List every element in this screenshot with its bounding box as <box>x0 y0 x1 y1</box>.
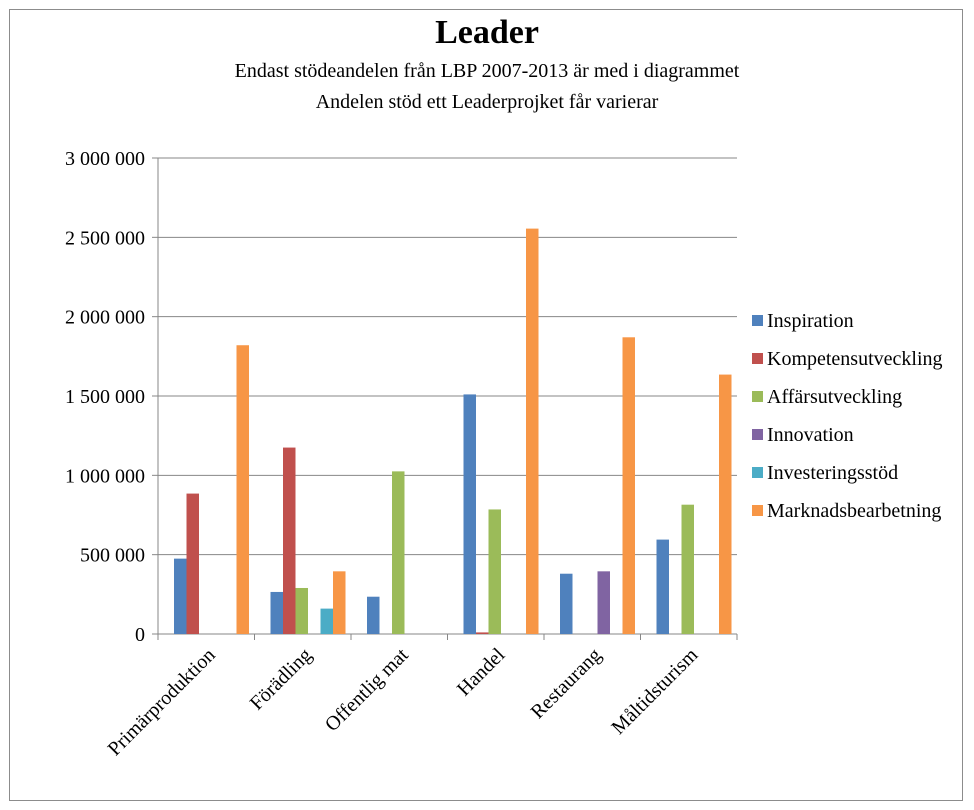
legend-swatch <box>752 391 763 402</box>
x-tick-label: Offentlig mat <box>321 644 413 736</box>
legend-label: Innovation <box>767 424 854 446</box>
bar-marknadsbearbetning <box>622 337 635 634</box>
bar-inspiration <box>463 394 476 634</box>
legend-label: Kompetensutveckling <box>767 348 943 370</box>
x-tick-label: Restaurang <box>527 644 606 723</box>
legend-swatch <box>752 429 763 440</box>
bar-marknadsbearbetning <box>719 374 732 634</box>
bar-affärsutveckling <box>295 587 308 634</box>
legend-swatch <box>752 315 763 326</box>
y-tick-label: 2 000 000 <box>65 307 145 329</box>
y-tick-label: 1 000 000 <box>65 465 145 487</box>
y-tick-label: 1 500 000 <box>65 386 145 408</box>
legend-label: Affärsutveckling <box>767 386 902 408</box>
bar-innovation <box>597 571 610 634</box>
legend-swatch <box>752 505 763 516</box>
bar-inspiration <box>367 596 380 634</box>
legend-swatch <box>752 467 763 478</box>
bar-affärsutveckling <box>488 509 501 634</box>
y-tick-label: 500 000 <box>80 545 145 567</box>
bar-affärsutveckling <box>392 471 405 634</box>
legend-label: Inspiration <box>767 310 854 332</box>
bar-kompetensutveckling <box>186 493 199 634</box>
bar-inspiration <box>656 539 669 634</box>
bar-marknadsbearbetning <box>333 571 346 634</box>
legend-swatch <box>752 353 763 364</box>
legend-label: Investeringsstöd <box>767 462 898 484</box>
chart-frame <box>9 9 963 801</box>
bar-affärsutveckling <box>681 504 694 634</box>
y-tick-label: 2 500 000 <box>65 227 145 249</box>
y-tick-label: 0 <box>135 624 145 646</box>
chart-subtitle-line-1: Endast stödeandelen från LBP 2007-2013 ä… <box>234 60 740 82</box>
x-tick-label: Förädling <box>246 644 317 715</box>
legend-label: Marknadsbearbetning <box>767 500 941 522</box>
x-tick-label: Måltidsturism <box>607 644 702 739</box>
chart-title: Leader <box>435 14 539 51</box>
bar-marknadsbearbetning <box>236 345 249 634</box>
bar-investeringsstöd <box>320 608 333 634</box>
bar-kompetensutveckling <box>283 447 296 634</box>
x-tick-label: Handel <box>453 644 510 701</box>
bar-inspiration <box>174 558 187 634</box>
y-tick-label: 3 000 000 <box>65 148 145 170</box>
bar-marknadsbearbetning <box>526 228 539 634</box>
x-tick-label: Primärproduktion <box>104 644 220 760</box>
bar-kompetensutveckling <box>476 632 489 634</box>
bar-inspiration <box>270 591 283 634</box>
bar-inspiration <box>560 573 573 634</box>
chart-subtitle-line-2: Andelen stöd ett Leaderprojket får varie… <box>315 91 659 113</box>
